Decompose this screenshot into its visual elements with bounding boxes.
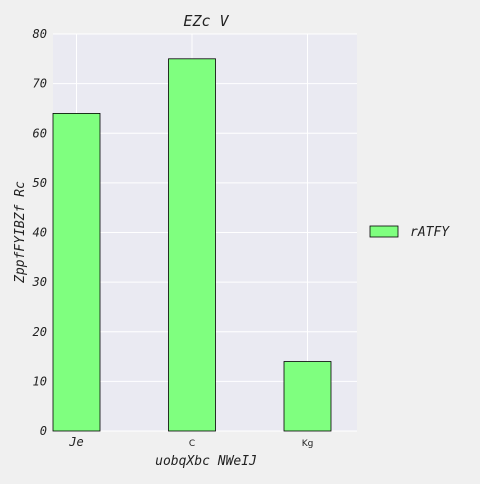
- y-tick-label: 10: [33, 374, 47, 388]
- x-tick-label: C: [189, 439, 195, 449]
- x-tick-label: Kg: [302, 439, 314, 449]
- bar-je: [52, 113, 101, 432]
- y-tick-label: 70: [33, 77, 47, 91]
- legend: rATFY: [369, 225, 450, 240]
- y-tick-label: 40: [33, 226, 47, 240]
- y-tick-label: 20: [33, 325, 47, 339]
- bar-kg: [283, 361, 332, 432]
- y-tick-label: 80: [33, 27, 47, 41]
- x-axis-ticks: Je C Kg: [68, 435, 313, 449]
- y-tick-label: 60: [33, 126, 47, 140]
- legend-swatch: [369, 225, 399, 238]
- chart-title: EZc V: [183, 12, 229, 30]
- x-axis-label: uobqXbc NWeIJ: [155, 454, 257, 469]
- y-tick-label: 30: [32, 275, 47, 289]
- bars: [52, 58, 332, 432]
- y-tick-label: 50: [33, 176, 47, 190]
- bar-c: [168, 58, 216, 432]
- y-axis-label: ZppfFYIBZf Rc: [13, 181, 28, 284]
- y-tick-label: 0: [40, 424, 47, 438]
- y-axis-ticks: 0 10 20 30 40 50 60 70 80: [32, 27, 47, 438]
- x-tick-label: Je: [68, 435, 83, 449]
- legend-label: rATFY: [410, 225, 450, 240]
